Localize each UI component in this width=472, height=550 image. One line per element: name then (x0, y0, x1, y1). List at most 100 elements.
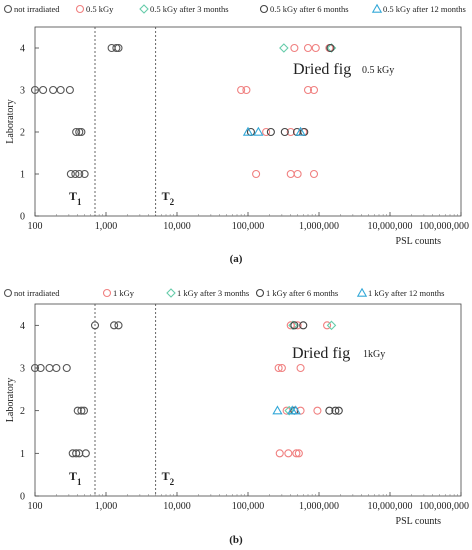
data-point (75, 127, 84, 137)
data-point (326, 43, 335, 53)
data-point (311, 43, 320, 53)
data-point (303, 43, 313, 53)
series-1-kgy-after-6-months (290, 321, 343, 415)
data-point (309, 169, 319, 179)
x-tick-label: 1,000,000 (299, 501, 339, 512)
data-point (30, 363, 40, 373)
x-axis-label: PSL counts (396, 516, 442, 527)
plot-frame (34, 26, 462, 217)
data-point (77, 127, 86, 137)
data-point (73, 406, 82, 415)
x-tick-label: 10,000,000 (368, 221, 413, 232)
chart-annotation-dose: 1kGy (363, 349, 385, 360)
data-point (309, 85, 319, 95)
legend-marker (3, 4, 13, 14)
legend-label: 0.5 kGy after 3 months (150, 4, 229, 14)
legend-label: 0.5 kGy after 6 months (270, 4, 349, 14)
y-axis-label: Laboratory (5, 99, 16, 143)
data-point (30, 85, 40, 95)
y-tick-label: 4 (20, 44, 25, 55)
data-point (52, 363, 61, 373)
data-point (279, 43, 289, 53)
data-point (294, 449, 303, 458)
data-point (39, 85, 48, 95)
y-tick-label: 2 (20, 128, 25, 139)
legend: not irradiated 1 kGy 1 kGy after 3 months 1… (3, 287, 445, 298)
data-point (323, 321, 332, 330)
chart-annotation-dose: 0.5 kGy (362, 65, 394, 76)
data-point (331, 406, 340, 415)
data-point (262, 127, 271, 137)
x-tick-label: 10,000 (163, 221, 191, 232)
legend-marker (102, 288, 112, 298)
chart-panel-a: 100 1,000 10,000 100,000 1,000,000 10,000,000… (3, 3, 469, 265)
data-point (275, 449, 284, 458)
data-point (274, 363, 283, 373)
plot-frame (34, 303, 462, 497)
y-tick-label: 3 (20, 86, 25, 97)
series-0-5-kgy-after-12-months (242, 126, 306, 136)
data-point (290, 321, 299, 330)
data-point (277, 363, 286, 373)
data-point (77, 406, 86, 415)
legend-label: 0.5 kGy after 12 months (383, 4, 466, 14)
series-1-kgy-after-3-months (284, 320, 337, 416)
data-point (280, 127, 289, 137)
data-point (303, 85, 313, 95)
data-point (66, 169, 75, 179)
data-point (242, 85, 251, 95)
y-axis-label: Laboratory (5, 378, 16, 422)
legend-label: 0.5 kGy (86, 4, 114, 14)
data-point (253, 126, 264, 136)
threshold-label-T2: T2 (162, 469, 175, 487)
threshold-label-T1: T1 (69, 469, 82, 487)
legend-marker (3, 288, 13, 298)
threshold-label-T1: T1 (69, 189, 82, 207)
data-point (112, 43, 121, 53)
x-tick-label: 1,000,000 (299, 221, 339, 232)
data-point (56, 85, 65, 95)
series-0-5-kgy-after-6-months (246, 43, 335, 137)
data-point (296, 363, 305, 373)
x-tick-label: 100 (28, 221, 43, 232)
legend: not irradiated 0.5 kGy 0.5 kGy after 3 mon… (3, 3, 466, 14)
legend-label: not irradiated (14, 4, 60, 14)
x-tick-label: 100,000,000 (419, 221, 469, 232)
series-0-5-kgy (237, 43, 334, 179)
data-point (293, 321, 302, 330)
x-tick-label: 10,000 (163, 501, 191, 512)
data-point (90, 321, 100, 330)
data-point (299, 321, 308, 330)
legend-marker (139, 4, 149, 14)
legend-marker (371, 3, 383, 13)
legend-marker (166, 288, 176, 298)
data-point (71, 169, 80, 179)
data-point (237, 85, 246, 95)
x-tick-label: 100,000 (232, 501, 265, 512)
y-tick-label: 0 (20, 212, 25, 223)
data-point (288, 320, 298, 331)
data-point (75, 169, 84, 179)
data-point (295, 126, 306, 136)
data-point (286, 127, 295, 137)
legend-marker (255, 288, 265, 298)
series-not-irradiated (30, 321, 123, 458)
legend-label: not irradiated (14, 288, 60, 298)
chart-annotation: Dried fig (293, 61, 351, 78)
data-point (284, 449, 293, 458)
chart-annotation: Dried fig (292, 345, 350, 362)
data-point (290, 405, 301, 415)
data-point (49, 85, 58, 95)
data-point (242, 126, 254, 136)
legend-marker (356, 287, 368, 297)
data-point (114, 43, 123, 53)
panel-label: (b) (229, 534, 243, 546)
data-point (326, 320, 337, 331)
data-point (252, 169, 261, 179)
data-point (36, 363, 45, 373)
y-tick-label: 1 (20, 170, 25, 181)
series-not-irradiated (30, 43, 123, 179)
series-1-kgy (274, 321, 332, 458)
data-point (293, 169, 302, 179)
data-point (334, 406, 343, 415)
